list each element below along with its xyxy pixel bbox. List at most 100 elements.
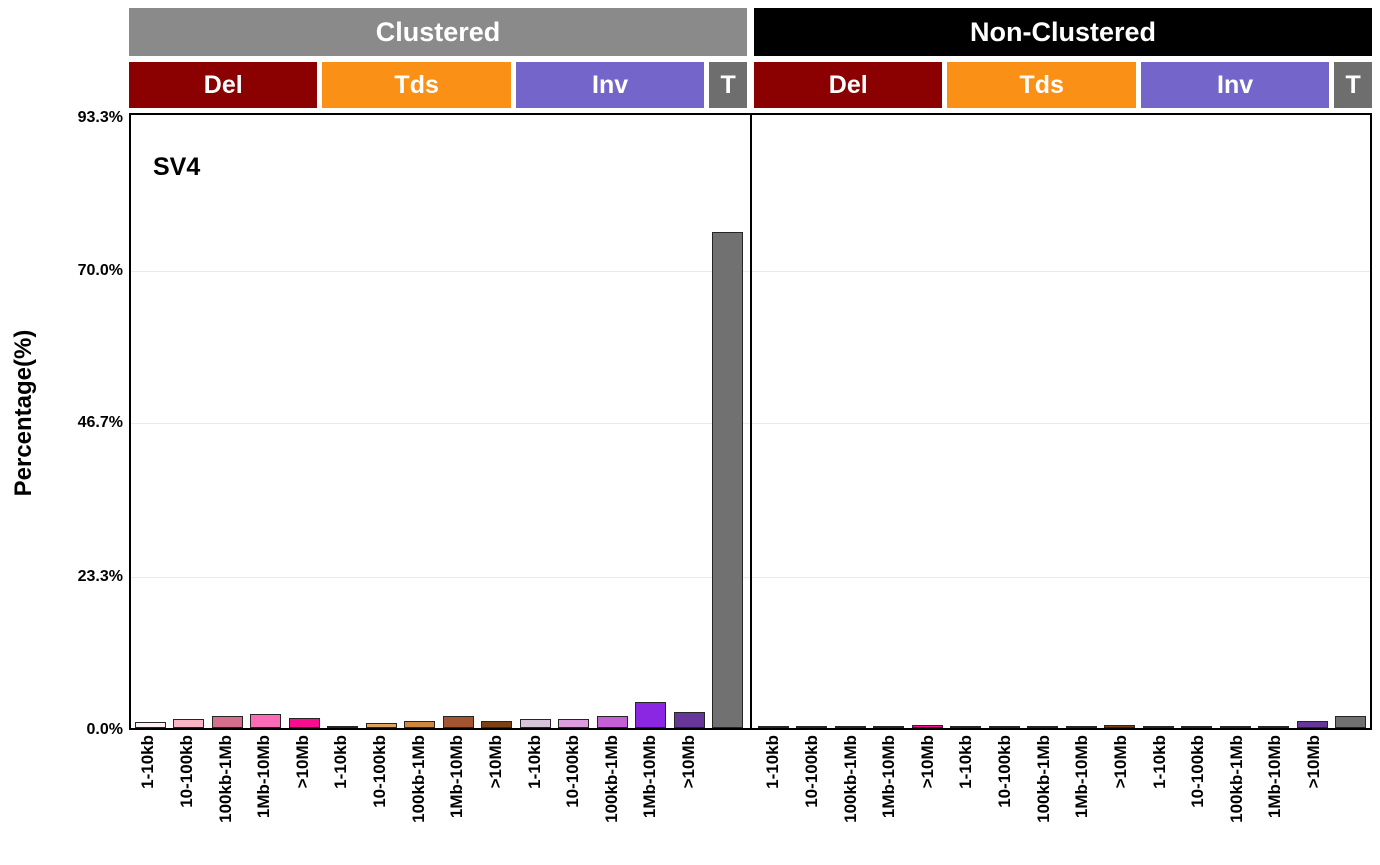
bar-clustered-inv-2 — [596, 715, 628, 728]
x-axis-label: 1-10kb — [322, 735, 361, 863]
x-axis-label-text: >10Mb — [485, 735, 505, 789]
bar-clustered-del-1 — [173, 719, 205, 728]
x-axis-label — [1333, 735, 1372, 863]
bar-non-clustered-inv-4 — [1296, 721, 1328, 728]
y-tick-label: 46.7% — [77, 414, 123, 432]
bar-non-clustered-del-3 — [873, 726, 905, 728]
x-axis-label-text: 1-10kb — [331, 735, 351, 789]
panel-divider — [749, 115, 752, 728]
bar-non-clustered-del-0 — [757, 726, 789, 728]
x-axis-label: >10Mb — [477, 735, 516, 863]
x-axis-label-text: 1Mb-10Mb — [1265, 735, 1285, 819]
bar-slot — [754, 115, 793, 728]
bar-slot — [985, 115, 1024, 728]
x-axis-label-text: >10Mb — [1304, 735, 1324, 789]
x-axis-label: 1-10kb — [754, 735, 793, 863]
bar-non-clustered-tds-4 — [1104, 725, 1136, 728]
x-axis-label-text: 100kb-1Mb — [1226, 735, 1246, 823]
x-axis-label-text: 10-100kb — [1188, 735, 1208, 808]
y-tick-label: 93.3% — [77, 108, 123, 126]
bar-clustered-inv-0 — [519, 719, 551, 728]
x-axis-label: >10Mb — [1295, 735, 1334, 863]
x-axis-label: 1Mb-10Mb — [438, 735, 477, 863]
x-axis-label-text: 1Mb-10Mb — [640, 735, 660, 819]
x-axis-label-text: 100kb-1Mb — [601, 735, 621, 823]
x-axis-label-text: 1-10kb — [138, 735, 158, 789]
x-axis-label: 1Mb-10Mb — [245, 735, 284, 863]
bar-non-clustered-del-1 — [796, 726, 828, 728]
svtype-header-row: Del Tds Inv T Del Tds Inv T — [129, 62, 1372, 108]
bar-slot — [401, 115, 440, 728]
x-axis-label: 100kb-1Mb — [399, 735, 438, 863]
bar-slot — [170, 115, 209, 728]
bar-slot — [439, 115, 478, 728]
bar-clustered-tds-0 — [327, 726, 359, 728]
cluster-header-row: Clustered Non-Clustered — [129, 8, 1372, 56]
bar-non-clustered-inv-3 — [1258, 726, 1290, 728]
x-axis-label-text: 10-100kb — [995, 735, 1015, 808]
x-axis-label: 1Mb-10Mb — [1063, 735, 1102, 863]
bar-clustered-del-0 — [134, 722, 166, 728]
x-axis-label: 10-100kb — [1179, 735, 1218, 863]
bar-slot — [793, 115, 832, 728]
bar-slot — [1139, 115, 1178, 728]
bar-non-clustered-t-0 — [1335, 715, 1367, 728]
bar-non-clustered-tds-1 — [988, 726, 1020, 728]
group-header-del: Del — [754, 62, 943, 108]
group-header-tds: Tds — [947, 62, 1136, 108]
bar-slot — [516, 115, 555, 728]
bar-clustered-tds-1 — [365, 723, 397, 728]
bar-slot — [593, 115, 632, 728]
signature-label: SV4 — [153, 153, 201, 181]
group-header-inv: Inv — [1140, 62, 1330, 108]
subheader-row-clustered: Del Tds Inv T — [129, 62, 747, 108]
xlabel-panel-clustered: 1-10kb 10-100kb 100kb-1Mb 1Mb-10Mb >10Mb 1-10… — [129, 735, 747, 863]
bar-non-clustered-del-2 — [834, 726, 866, 728]
bar-clustered-t-0 — [712, 232, 744, 728]
x-axis-label-text: 1-10kb — [1149, 735, 1169, 789]
x-axis-label-text: 1Mb-10Mb — [447, 735, 467, 819]
x-axis-label-text: >10Mb — [917, 735, 937, 789]
group-header-t: T — [709, 62, 747, 108]
bar-non-clustered-tds-3 — [1065, 726, 1097, 728]
bar-non-clustered-inv-0 — [1142, 726, 1174, 728]
group-header-tds: Tds — [322, 62, 511, 108]
bar-clustered-del-4 — [288, 718, 320, 728]
x-axis-label-text: >10Mb — [292, 735, 312, 789]
x-axis-label: 100kb-1Mb — [831, 735, 870, 863]
bar-slot — [1255, 115, 1294, 728]
x-axis-label: 1-10kb — [1140, 735, 1179, 863]
x-axis-label: >10Mb — [1102, 735, 1141, 863]
x-axis-label: >10Mb — [670, 735, 709, 863]
x-axis-label: 1Mb-10Mb — [631, 735, 670, 863]
bar-slot — [709, 115, 748, 728]
bar-clustered-del-3 — [250, 713, 282, 728]
x-axis-label-text: 10-100kb — [176, 735, 196, 808]
x-axis-label: 100kb-1Mb — [593, 735, 632, 863]
x-axis-label-text: 1-10kb — [956, 735, 976, 789]
y-tick-label: 23.3% — [77, 568, 123, 586]
group-header-del: Del — [129, 62, 318, 108]
bar-clustered-del-2 — [211, 716, 243, 728]
x-axis-label: 1-10kb — [515, 735, 554, 863]
bar-slot — [1024, 115, 1063, 728]
x-axis-label-text: 10-100kb — [370, 735, 390, 808]
x-axis-label — [708, 735, 747, 863]
bar-slot — [247, 115, 286, 728]
bar-slot — [947, 115, 986, 728]
y-tick-label: 0.0% — [86, 721, 123, 738]
panel-header-non-clustered: Non-Clustered — [754, 8, 1372, 56]
x-axis-label: 10-100kb — [793, 735, 832, 863]
x-axis-label-text: 100kb-1Mb — [1033, 735, 1053, 823]
x-axis-label: 1-10kb — [947, 735, 986, 863]
x-axis-label: 10-100kb — [986, 735, 1025, 863]
x-axis-label-text: >10Mb — [1110, 735, 1130, 789]
bar-slot — [478, 115, 517, 728]
x-axis-label-text: 1Mb-10Mb — [1072, 735, 1092, 819]
x-axis-label-text: 100kb-1Mb — [840, 735, 860, 823]
bar-non-clustered-tds-0 — [950, 726, 982, 728]
bar-slot — [1216, 115, 1255, 728]
bar-slot — [632, 115, 671, 728]
x-axis-label-text: 10-100kb — [801, 735, 821, 808]
bar-slot — [670, 115, 709, 728]
